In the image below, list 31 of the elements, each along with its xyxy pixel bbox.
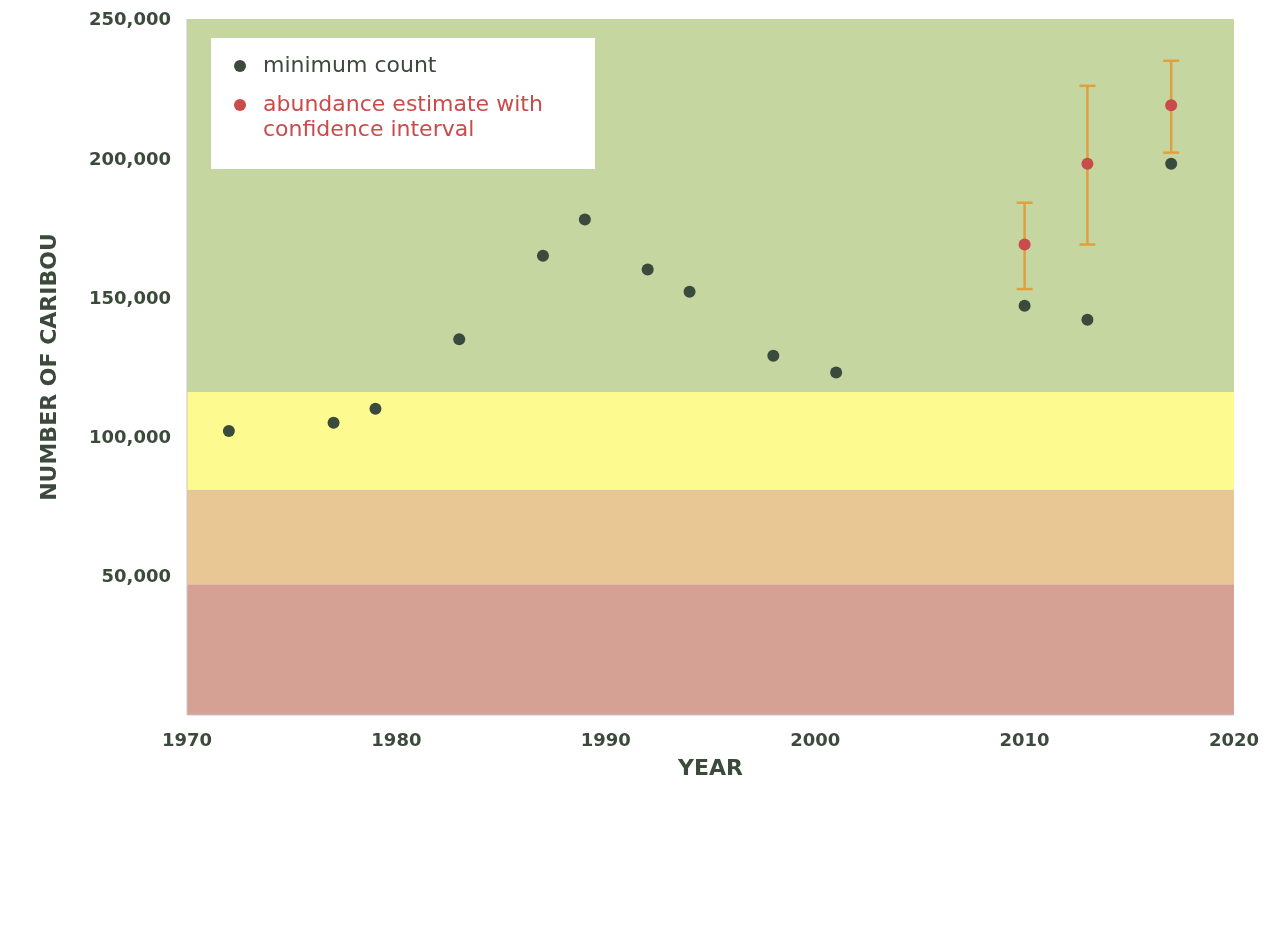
point — [767, 349, 780, 362]
point — [641, 263, 654, 276]
x-tick-label: 2010 — [999, 728, 1050, 750]
y-tick-label: 100,000 — [89, 425, 171, 447]
y-tick-label: 50,000 — [101, 565, 171, 587]
point — [369, 402, 382, 415]
point — [1018, 238, 1031, 251]
point — [1165, 157, 1178, 170]
x-tick-label: 1980 — [371, 728, 422, 750]
point — [1018, 299, 1031, 312]
point — [453, 333, 466, 346]
legend-label: minimum count — [263, 52, 437, 77]
point — [1081, 313, 1094, 326]
point — [578, 213, 591, 226]
x-tick-label: 2020 — [1208, 728, 1260, 750]
x-axis-title: YEAR — [677, 755, 744, 780]
x-tick-label: 1970 — [161, 728, 213, 750]
legend-label: abundance estimate with confidence interval — [263, 91, 544, 141]
y-tick-label: 200,000 — [89, 147, 171, 169]
y-axis-title: NUMBER OF CARIBOU — [35, 233, 61, 501]
point — [222, 425, 235, 438]
y-tick-label: 250,000 — [89, 8, 171, 30]
x-tick-label: 1990 — [580, 728, 631, 750]
point — [830, 366, 843, 379]
point — [1081, 157, 1094, 170]
point — [327, 416, 340, 429]
point — [683, 285, 696, 298]
point — [1165, 99, 1178, 112]
y-tick-label: 150,000 — [89, 286, 171, 308]
point — [536, 249, 549, 262]
x-tick-label: 2000 — [790, 728, 841, 750]
